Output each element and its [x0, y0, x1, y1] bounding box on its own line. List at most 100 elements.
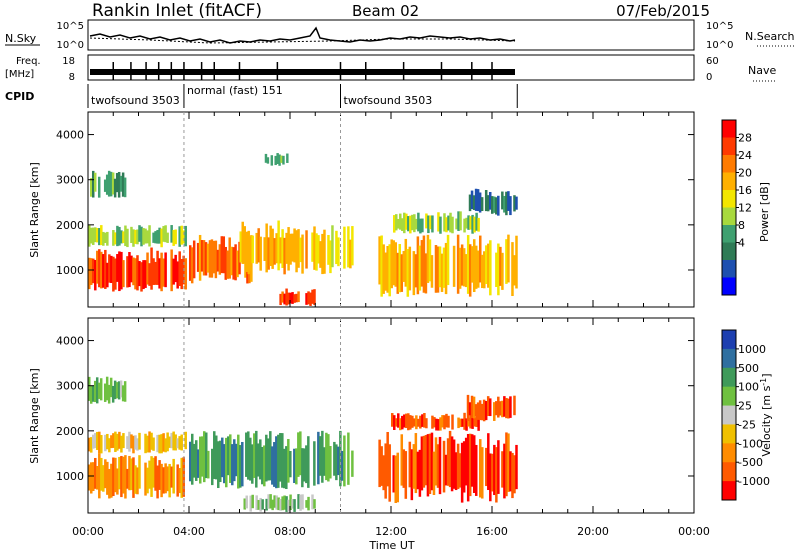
echo-cell	[152, 232, 155, 243]
echo-cell	[351, 450, 354, 477]
echo-cell	[476, 402, 480, 420]
echo-cell	[380, 446, 383, 486]
echo-cell	[422, 435, 426, 488]
echo-cell	[452, 245, 456, 287]
echo-cell	[434, 437, 438, 486]
echo-cell	[96, 431, 99, 450]
echo-cell	[104, 434, 107, 452]
echo-cell	[343, 226, 346, 269]
echo-cell	[279, 498, 282, 511]
echo-cell	[462, 441, 466, 493]
noise-panel: N.Sky 10^5 10^0 10^5 10^0 N.Search	[5, 19, 795, 51]
echo-cell	[403, 414, 406, 428]
echo-cell	[423, 412, 426, 428]
colorbar-cell	[722, 481, 736, 501]
echo-cell	[122, 260, 125, 288]
echo-cell	[425, 213, 428, 229]
echo-cell	[121, 172, 125, 197]
echo-cell	[471, 214, 474, 234]
echo-cell	[118, 226, 121, 246]
echo-cell	[450, 436, 454, 492]
echo-cell	[138, 225, 141, 242]
echo-cell	[114, 232, 117, 245]
echo-cell	[142, 228, 145, 245]
echo-cell	[92, 434, 95, 449]
echo-cell	[134, 435, 137, 450]
echo-cell	[429, 215, 432, 230]
echo-cell	[235, 443, 238, 477]
colorbar-cell	[722, 348, 736, 369]
echo-cell	[134, 465, 137, 494]
echo-cell	[172, 458, 175, 494]
echo-cell	[291, 498, 294, 509]
echo-cell	[239, 231, 242, 263]
echo-cell	[281, 291, 284, 303]
echo-cell	[305, 445, 308, 484]
echo-cell	[456, 443, 460, 489]
echo-cell	[469, 414, 472, 429]
echo-cell	[98, 431, 101, 454]
echo-cell	[226, 250, 229, 279]
power-colorbar-label: Power [dB]	[758, 182, 771, 242]
colorbar-cell	[722, 137, 736, 156]
echo-cell	[313, 226, 316, 270]
echo-cell	[467, 215, 470, 230]
echo-cell	[90, 227, 93, 244]
echo-cell	[164, 225, 167, 243]
echo-cell	[321, 233, 324, 275]
colorbar-tick-label: 8	[738, 219, 745, 232]
echo-cell	[132, 229, 135, 247]
echo-cell	[402, 449, 406, 488]
echo-cell	[472, 195, 476, 210]
echo-cell	[438, 436, 442, 495]
colorbar-cell	[722, 207, 736, 226]
echo-cell	[451, 216, 454, 234]
echo-cell	[289, 494, 292, 510]
echo-cell	[221, 437, 224, 478]
echo-cell	[128, 252, 131, 288]
echo-cell	[499, 246, 502, 286]
echo-cell	[488, 191, 492, 210]
echo-cell	[484, 401, 488, 421]
echo-cell	[444, 454, 448, 486]
echo-cell	[104, 249, 107, 289]
time-axis: 00:00 04:00 08:00 12:00 16:00 20:00 00:00	[72, 525, 710, 538]
echo-cell	[483, 251, 486, 289]
echo-cell	[126, 436, 129, 449]
echo-cell	[513, 395, 516, 416]
echo-cell	[426, 234, 430, 283]
echo-cell	[474, 444, 478, 496]
echo-cell	[401, 415, 404, 430]
echo-cell	[404, 451, 408, 499]
echo-cell	[212, 240, 216, 274]
echo-cell	[398, 244, 402, 293]
echo-cell	[420, 436, 424, 491]
echo-cell	[513, 255, 516, 286]
echo-cell	[105, 174, 109, 195]
y-tick-label: 2000	[56, 219, 84, 232]
colorbar-tick-label: 25	[738, 400, 752, 413]
echo-cell	[287, 499, 290, 512]
echo-cell	[110, 435, 113, 449]
echo-cell	[417, 418, 420, 427]
echo-cell	[451, 414, 454, 430]
echo-cell	[265, 223, 268, 273]
echo-cell	[472, 435, 476, 493]
echo-cell	[283, 495, 286, 510]
echo-cell	[463, 412, 466, 430]
echo-cell	[197, 449, 200, 478]
echo-cell	[505, 239, 508, 284]
echo-cell	[493, 402, 496, 421]
echo-cell	[480, 403, 484, 421]
echo-cell	[495, 401, 498, 416]
echo-cell	[469, 216, 472, 230]
echo-cell	[269, 494, 272, 509]
echo-cell	[399, 418, 402, 431]
cpid-segment-label: twofsound 3503	[344, 94, 433, 107]
echo-cell	[493, 444, 496, 496]
echo-cell	[493, 196, 496, 213]
echo-cell	[121, 385, 125, 402]
freq-right-tick-bottom: 0	[706, 72, 712, 83]
echo-cell	[247, 230, 250, 275]
echo-cell	[255, 232, 258, 264]
